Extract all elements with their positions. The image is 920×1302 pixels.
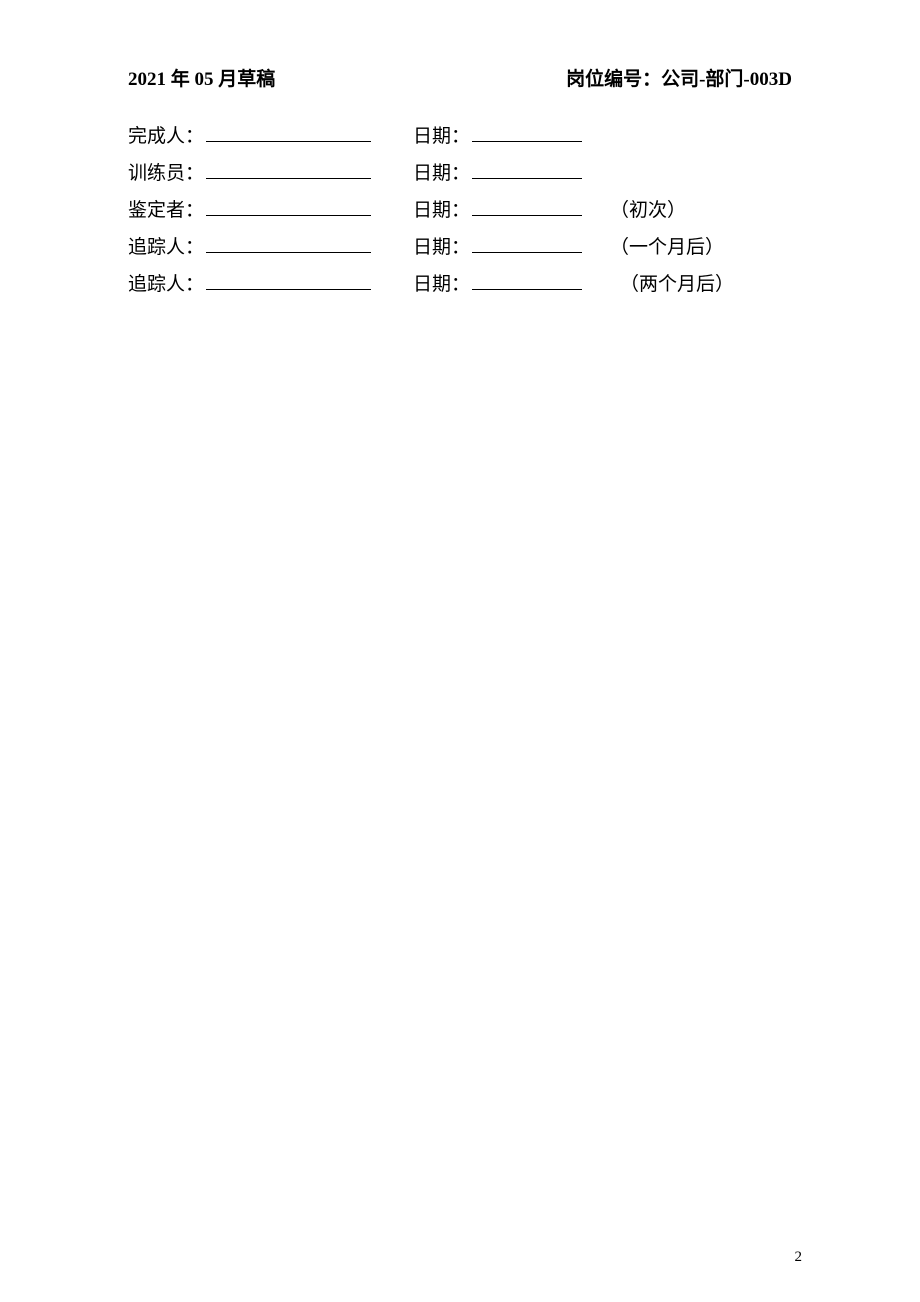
signature-form: 完成人： 日期： 训练员： 日期： 鉴定者： 日期： （初次） 追踪人： 日期：…: [128, 118, 792, 303]
row-suffix: （两个月后）: [620, 266, 734, 303]
page-header: 2021 年 05 月草稿 岗位编号：公司-部门-003D: [128, 64, 792, 91]
date-blank: [472, 231, 582, 253]
signature-blank: [206, 231, 371, 253]
signature-blank: [206, 120, 371, 142]
signature-blank: [206, 194, 371, 216]
signature-blank: [206, 157, 371, 179]
date-label: 日期：: [413, 155, 470, 192]
role-label: 追踪人：: [128, 229, 204, 266]
role-label: 完成人：: [128, 118, 204, 155]
header-right: 岗位编号：公司-部门-003D: [566, 64, 792, 91]
header-left: 2021 年 05 月草稿: [128, 64, 275, 91]
date-label: 日期：: [413, 266, 470, 303]
form-row: 鉴定者： 日期： （初次）: [128, 192, 792, 229]
form-row: 完成人： 日期：: [128, 118, 792, 155]
date-blank: [472, 268, 582, 290]
form-row: 训练员： 日期：: [128, 155, 792, 192]
row-suffix: （一个月后）: [610, 229, 724, 266]
signature-blank: [206, 268, 371, 290]
date-blank: [472, 120, 582, 142]
form-row: 追踪人： 日期： （两个月后）: [128, 266, 792, 303]
date-label: 日期：: [413, 118, 470, 155]
date-blank: [472, 194, 582, 216]
page-number: 2: [795, 1249, 803, 1266]
form-row: 追踪人： 日期： （一个月后）: [128, 229, 792, 266]
role-label: 训练员：: [128, 155, 204, 192]
date-blank: [472, 157, 582, 179]
role-label: 追踪人：: [128, 266, 204, 303]
date-label: 日期：: [413, 192, 470, 229]
date-label: 日期：: [413, 229, 470, 266]
row-suffix: （初次）: [610, 192, 686, 229]
role-label: 鉴定者：: [128, 192, 204, 229]
